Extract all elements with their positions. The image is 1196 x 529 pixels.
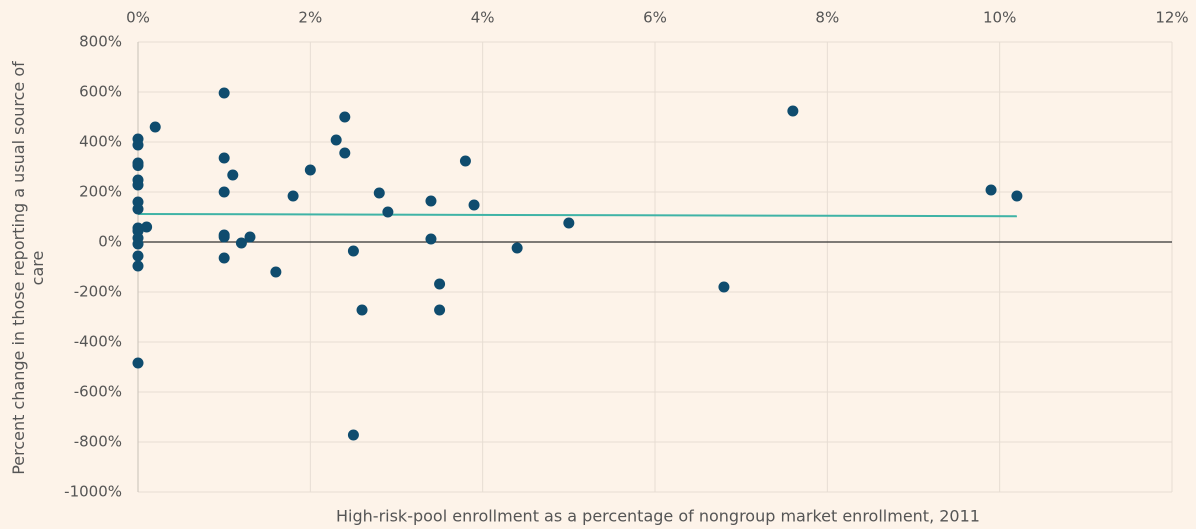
point (304, 164, 316, 176)
point (132, 203, 144, 215)
y-tick-label: -600% (74, 383, 122, 401)
y-tick-label: -800% (74, 433, 122, 451)
point (218, 152, 230, 164)
point (132, 179, 144, 191)
y-tick-label: -1000% (64, 483, 122, 501)
point (227, 169, 239, 181)
point (985, 184, 997, 196)
point (132, 250, 144, 262)
x-tick-label: 12% (1155, 9, 1188, 27)
x-tick-label: 8% (815, 9, 839, 27)
point (218, 87, 230, 99)
point (132, 357, 144, 369)
point (434, 278, 446, 290)
point (511, 242, 523, 254)
point (149, 121, 161, 133)
point (218, 186, 230, 198)
y-tick-label: -400% (74, 333, 122, 351)
point (425, 233, 437, 245)
x-tick-label: 6% (643, 9, 667, 27)
point (382, 206, 394, 218)
y-tick-label: 600% (79, 83, 122, 101)
point (434, 304, 446, 316)
point (468, 199, 480, 211)
y-tick-label: 800% (79, 33, 122, 51)
point (347, 245, 359, 257)
y-axis-label: Percent change in those reporting a usua… (9, 61, 47, 475)
point (218, 231, 230, 243)
point (235, 237, 247, 249)
y-tick-label: 0% (98, 233, 122, 251)
point (218, 252, 230, 264)
point (141, 221, 153, 233)
y-tick-label: 200% (79, 183, 122, 201)
point (132, 139, 144, 151)
point (330, 134, 342, 146)
point (356, 304, 368, 316)
x-tick-label: 10% (983, 9, 1016, 27)
x-tick-label: 4% (471, 9, 495, 27)
trendline (137, 213, 1017, 218)
point (1011, 190, 1023, 202)
point (244, 231, 256, 243)
point (718, 281, 730, 293)
point (787, 105, 799, 117)
point (132, 260, 144, 272)
point (270, 266, 282, 278)
y-tick-label: 400% (79, 133, 122, 151)
x-tick-label: 2% (298, 9, 322, 27)
point (425, 195, 437, 207)
point (459, 155, 471, 167)
y-tick-label: -200% (74, 283, 122, 301)
point (373, 187, 385, 199)
point (339, 111, 351, 123)
point (287, 190, 299, 202)
point (347, 429, 359, 441)
point (132, 160, 144, 171)
point (563, 217, 575, 229)
x-axis-label: High-risk-pool enrollment as a percentag… (336, 507, 980, 526)
x-tick-label: 0% (126, 9, 150, 27)
point (132, 238, 144, 250)
point (339, 147, 351, 159)
